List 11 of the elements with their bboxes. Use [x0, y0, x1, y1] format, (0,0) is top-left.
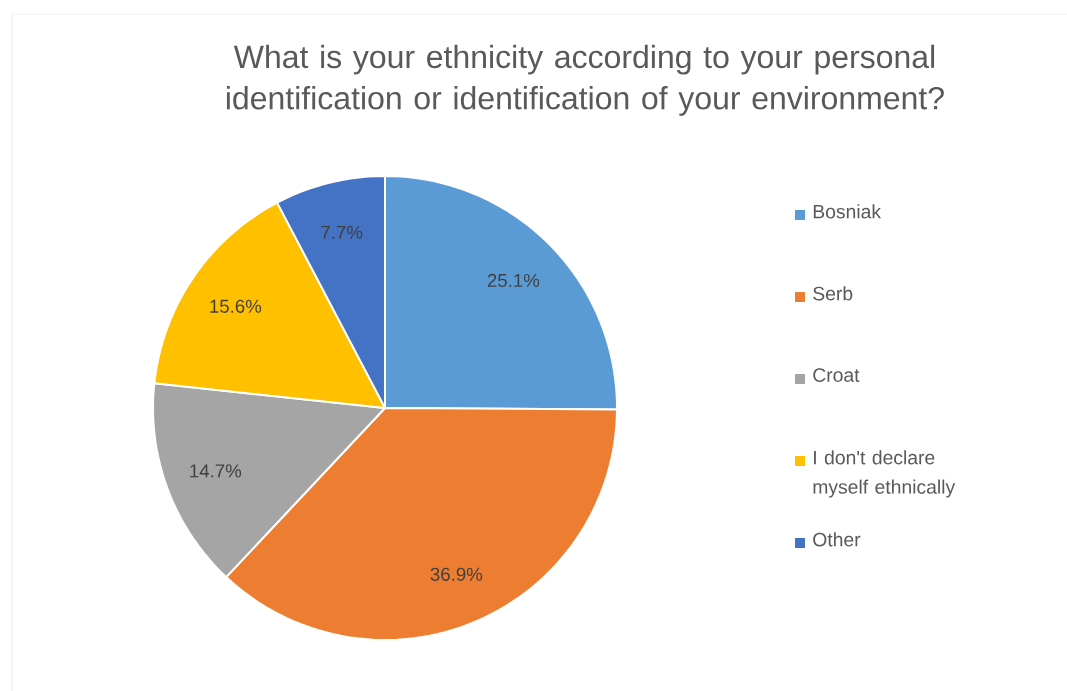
- data-label: 14.7%: [190, 464, 242, 478]
- data-label: 7.7%: [321, 225, 363, 239]
- legend-label: Croat: [813, 368, 860, 382]
- data-label: 25.1%: [487, 273, 540, 288]
- legend-label: Serb: [813, 286, 853, 301]
- legend-label: Bosniak: [813, 204, 882, 219]
- legend-label: Other: [813, 532, 861, 547]
- data-label: 15.6%: [210, 299, 262, 313]
- legend-label: I don't declare myself ethnically: [813, 450, 956, 498]
- chart-title: What is your ethnicity according to your personal identification or identification of your environment?: [226, 44, 944, 116]
- data-label: 36.9%: [430, 567, 483, 581]
